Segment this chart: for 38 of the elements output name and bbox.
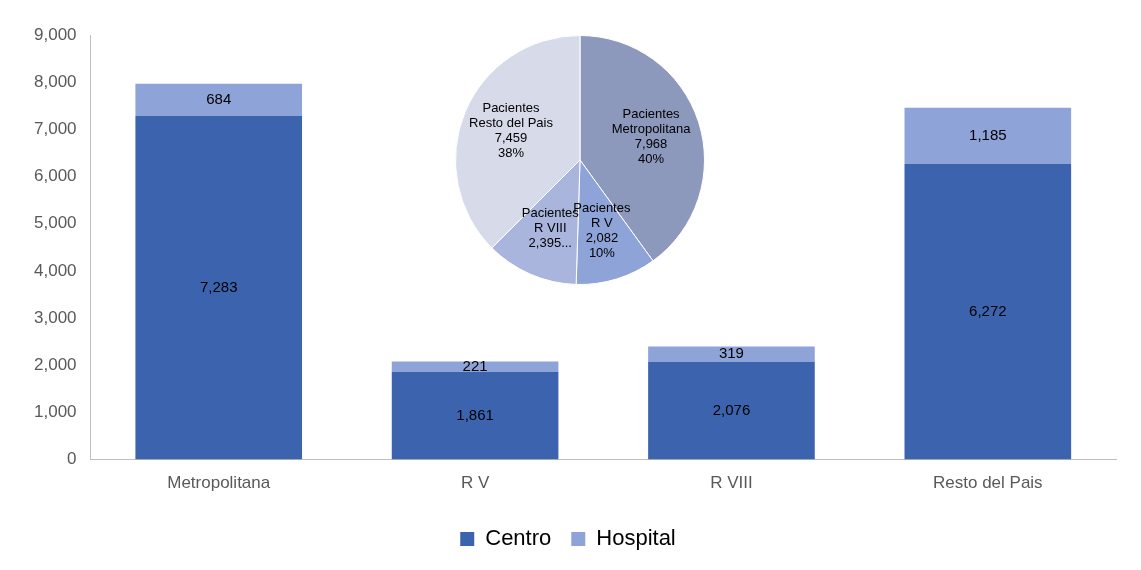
bar	[648, 346, 815, 362]
bar	[391, 371, 559, 460]
y-tick-label: 5,000	[33, 213, 77, 233]
data-label: 7,459 38%	[494, 130, 528, 161]
data-label: 6,272	[969, 301, 1007, 319]
data-label: 221	[462, 356, 488, 374]
bar	[391, 361, 559, 372]
y-tick-label: 9,000	[33, 24, 77, 44]
data-label: 2,082 10%	[585, 230, 619, 261]
x-tick-label: Resto del Pais	[933, 473, 1043, 493]
data-label: 2,395...	[528, 235, 572, 251]
slice-label: Pacientes Metropolitana	[611, 106, 692, 137]
bar	[904, 163, 1072, 460]
slice-label: Pacientes Resto del Pais	[469, 100, 554, 131]
bar	[135, 83, 303, 116]
data-label: 684	[206, 90, 232, 108]
data-label: 7,968 40%	[634, 136, 668, 167]
bar	[135, 116, 303, 460]
data-label: 7,283	[199, 277, 238, 295]
x-tick-label: R VIII	[710, 473, 753, 493]
data-label: 2,076	[712, 400, 751, 418]
x-tick-label: Metropolitana	[167, 473, 271, 493]
bar	[648, 361, 815, 460]
y-tick-label: 2,000	[33, 354, 77, 374]
y-tick-label: 8,000	[33, 71, 77, 91]
y-tick-label: 1,000	[33, 402, 77, 422]
y-tick-label: 4,000	[33, 260, 77, 280]
legend-label: Centro	[485, 525, 552, 551]
bar	[904, 107, 1072, 164]
y-tick-label: 3,000	[33, 307, 77, 327]
data-label: 1,185	[969, 125, 1007, 143]
legend-label: Hospital	[596, 525, 676, 551]
data-label: 1,861	[456, 405, 494, 423]
x-tick-label: R V	[460, 473, 490, 493]
y-tick-label: 6,000	[33, 166, 77, 186]
data-label: 319	[718, 344, 744, 362]
y-tick-label: 7,000	[33, 119, 77, 139]
y-tick-label: 0	[67, 449, 77, 469]
